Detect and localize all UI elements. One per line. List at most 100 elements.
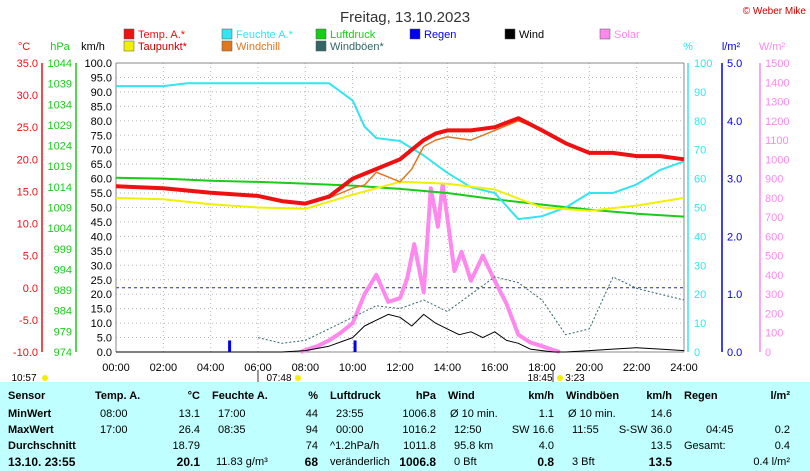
legend-swatch — [599, 28, 611, 40]
kmh-tick-label: 75.0 — [91, 130, 112, 142]
stats-min-boeen-time: Ø 10 min. — [568, 408, 616, 420]
hpa-tick-label: 999 — [54, 244, 72, 256]
rain-bar — [353, 340, 357, 352]
time-tick-label: 10:00 — [339, 362, 367, 374]
solar-tick-label: 1500 — [765, 58, 789, 70]
axis-ticks: 35.0 30.0 25.0 20.0 15.0 10.0 5.0 0.0 -5.0 -10.0 1… — [13, 58, 790, 374]
time-tick-label: 16:00 — [481, 362, 509, 374]
pct-tick-label: 100 — [694, 58, 712, 70]
sun-icon — [295, 375, 301, 381]
kmh-tick-label: 95.0 — [91, 72, 112, 84]
stats-max-temp-time: 17:00 — [100, 424, 128, 436]
kmh-tick-label: 10.0 — [91, 318, 112, 330]
stats-max-feuchte-value: 94 — [305, 424, 318, 436]
legend-swatch — [315, 28, 327, 40]
hpa-tick-label: 984 — [54, 306, 72, 318]
pct-tick-label: 30 — [694, 260, 706, 272]
rain-tick-label: 2.0 — [727, 231, 742, 243]
kmh-tick-label: 80.0 — [91, 116, 112, 128]
chart-title: Freitag, 13.10.2023 — [340, 9, 470, 26]
sunset-label: 18:45 — [527, 373, 552, 382]
rain-bar — [228, 340, 232, 352]
stats-max-regen-time: 04:45 — [706, 424, 734, 436]
statistics-panel: Sensor Temp. A. °C Feuchte A. % Luftdruc… — [0, 382, 810, 471]
hpa-tick-label: 1009 — [48, 203, 72, 215]
time-tick-label: 00:00 — [102, 362, 130, 374]
legend-label: Windchill — [236, 41, 280, 53]
kmh-tick-label: 55.0 — [91, 188, 112, 200]
stats-header-regen-unit: l/m² — [770, 390, 790, 402]
hpa-tick-label: 1029 — [48, 120, 72, 132]
pct-tick-label: 70 — [694, 145, 706, 157]
stats-min-wind-value: 1.1 — [538, 408, 554, 420]
stats-avg-boeen-value: 13.5 — [650, 440, 672, 452]
stats-avg-temp-value: 18.79 — [172, 440, 200, 452]
legend-label: Taupunkt* — [138, 41, 188, 53]
axis-units: °C hPa km/h % l/m² W/m² — [18, 41, 786, 53]
kmh-tick-label: 5.0 — [97, 333, 112, 345]
legend-swatch — [315, 40, 327, 52]
pct-tick-label: 0 — [694, 347, 700, 359]
stats-max-boeen-value: S-SW 36.0 — [618, 424, 672, 436]
kmh-tick-label: 60.0 — [91, 174, 112, 186]
stats-row-label-avg: Durchschnitt — [8, 440, 76, 452]
rain-tick-label: 4.0 — [727, 116, 742, 128]
sunset-sun-icon — [557, 375, 563, 381]
kmh-tick-label: 70.0 — [91, 145, 112, 157]
hpa-tick-label: 989 — [54, 285, 72, 297]
kmh-tick-label: 40.0 — [91, 231, 112, 243]
temp-tick-label: 30.0 — [17, 90, 38, 102]
stats-avg-wind-distance: 95.8 km — [454, 440, 494, 452]
stats-avg-regen-label: Gesamt: — [684, 440, 726, 452]
stats-current-abs-humidity: 11.83 g/m³ — [216, 456, 268, 468]
stats-current-feuchte-value: 68 — [304, 455, 318, 469]
time-tick-label: 12:00 — [386, 362, 414, 374]
rain-axis-unit: l/m² — [722, 41, 741, 53]
stats-min-feuchte-value: 44 — [305, 408, 318, 420]
temp-tick-label: 15.0 — [17, 186, 38, 198]
hpa-tick-label: 979 — [54, 326, 72, 338]
pct-axis-unit: % — [683, 41, 693, 53]
solar-tick-label: 500 — [765, 251, 783, 263]
stats-header-luftdruck-unit: hPa — [415, 390, 436, 402]
stats-header-temp: Temp. A. — [95, 390, 141, 402]
stats-current-boeen-value: 13.5 — [648, 455, 672, 469]
legend-swatch — [123, 40, 135, 52]
time-tick-label: 08:00 — [292, 362, 320, 374]
kmh-axis-unit: km/h — [81, 41, 105, 53]
pct-tick-label: 10 — [694, 318, 706, 330]
stats-header-feuchte-unit: % — [308, 390, 318, 402]
kmh-tick-label: 50.0 — [91, 203, 112, 215]
stats-max-regen-value: 0.2 — [774, 424, 790, 436]
solar-axis-unit: W/m² — [759, 41, 786, 53]
stats-min-temp-value: 13.1 — [178, 408, 200, 420]
temp-tick-label: 10.0 — [17, 219, 38, 231]
weather-chart: Freitag, 13.10.2023 © Weber Mike Temp. A… — [11, 6, 806, 382]
moonset-label: 3:23 — [565, 373, 585, 382]
solar-tick-label: 700 — [765, 212, 783, 224]
temp-axis-unit: °C — [18, 41, 30, 53]
solar-tick-label: 800 — [765, 193, 783, 205]
pct-tick-label: 20 — [694, 289, 706, 301]
stats-current-druck-trend: veränderlich — [330, 456, 390, 468]
stats-header-sensor: Sensor — [8, 390, 46, 402]
temp-tick-label: -10.0 — [13, 347, 38, 359]
hpa-tick-label: 1039 — [48, 79, 72, 91]
legend-swatch — [504, 28, 516, 40]
hpa-axis-unit: hPa — [50, 41, 70, 53]
series-luftdruck — [115, 176, 685, 218]
legend-label: Temp. A.* — [138, 29, 186, 41]
time-tick-label: 20:00 — [576, 362, 604, 374]
legend-swatch — [221, 28, 233, 40]
hpa-tick-label: 1044 — [48, 58, 72, 70]
stats-avg-feuchte-value: 74 — [305, 440, 318, 452]
temp-tick-label: 25.0 — [17, 122, 38, 134]
hpa-tick-label: 1004 — [48, 223, 72, 235]
temp-tick-label: 0.0 — [23, 283, 38, 295]
hpa-tick-label: 1014 — [48, 182, 72, 194]
rain-tick-label: 1.0 — [727, 289, 742, 301]
series-solar — [299, 182, 561, 354]
legend-label: Wind — [519, 29, 544, 41]
stats-row-label-current: 13.10. 23:55 — [8, 455, 76, 469]
hpa-tick-label: 1034 — [48, 99, 72, 111]
